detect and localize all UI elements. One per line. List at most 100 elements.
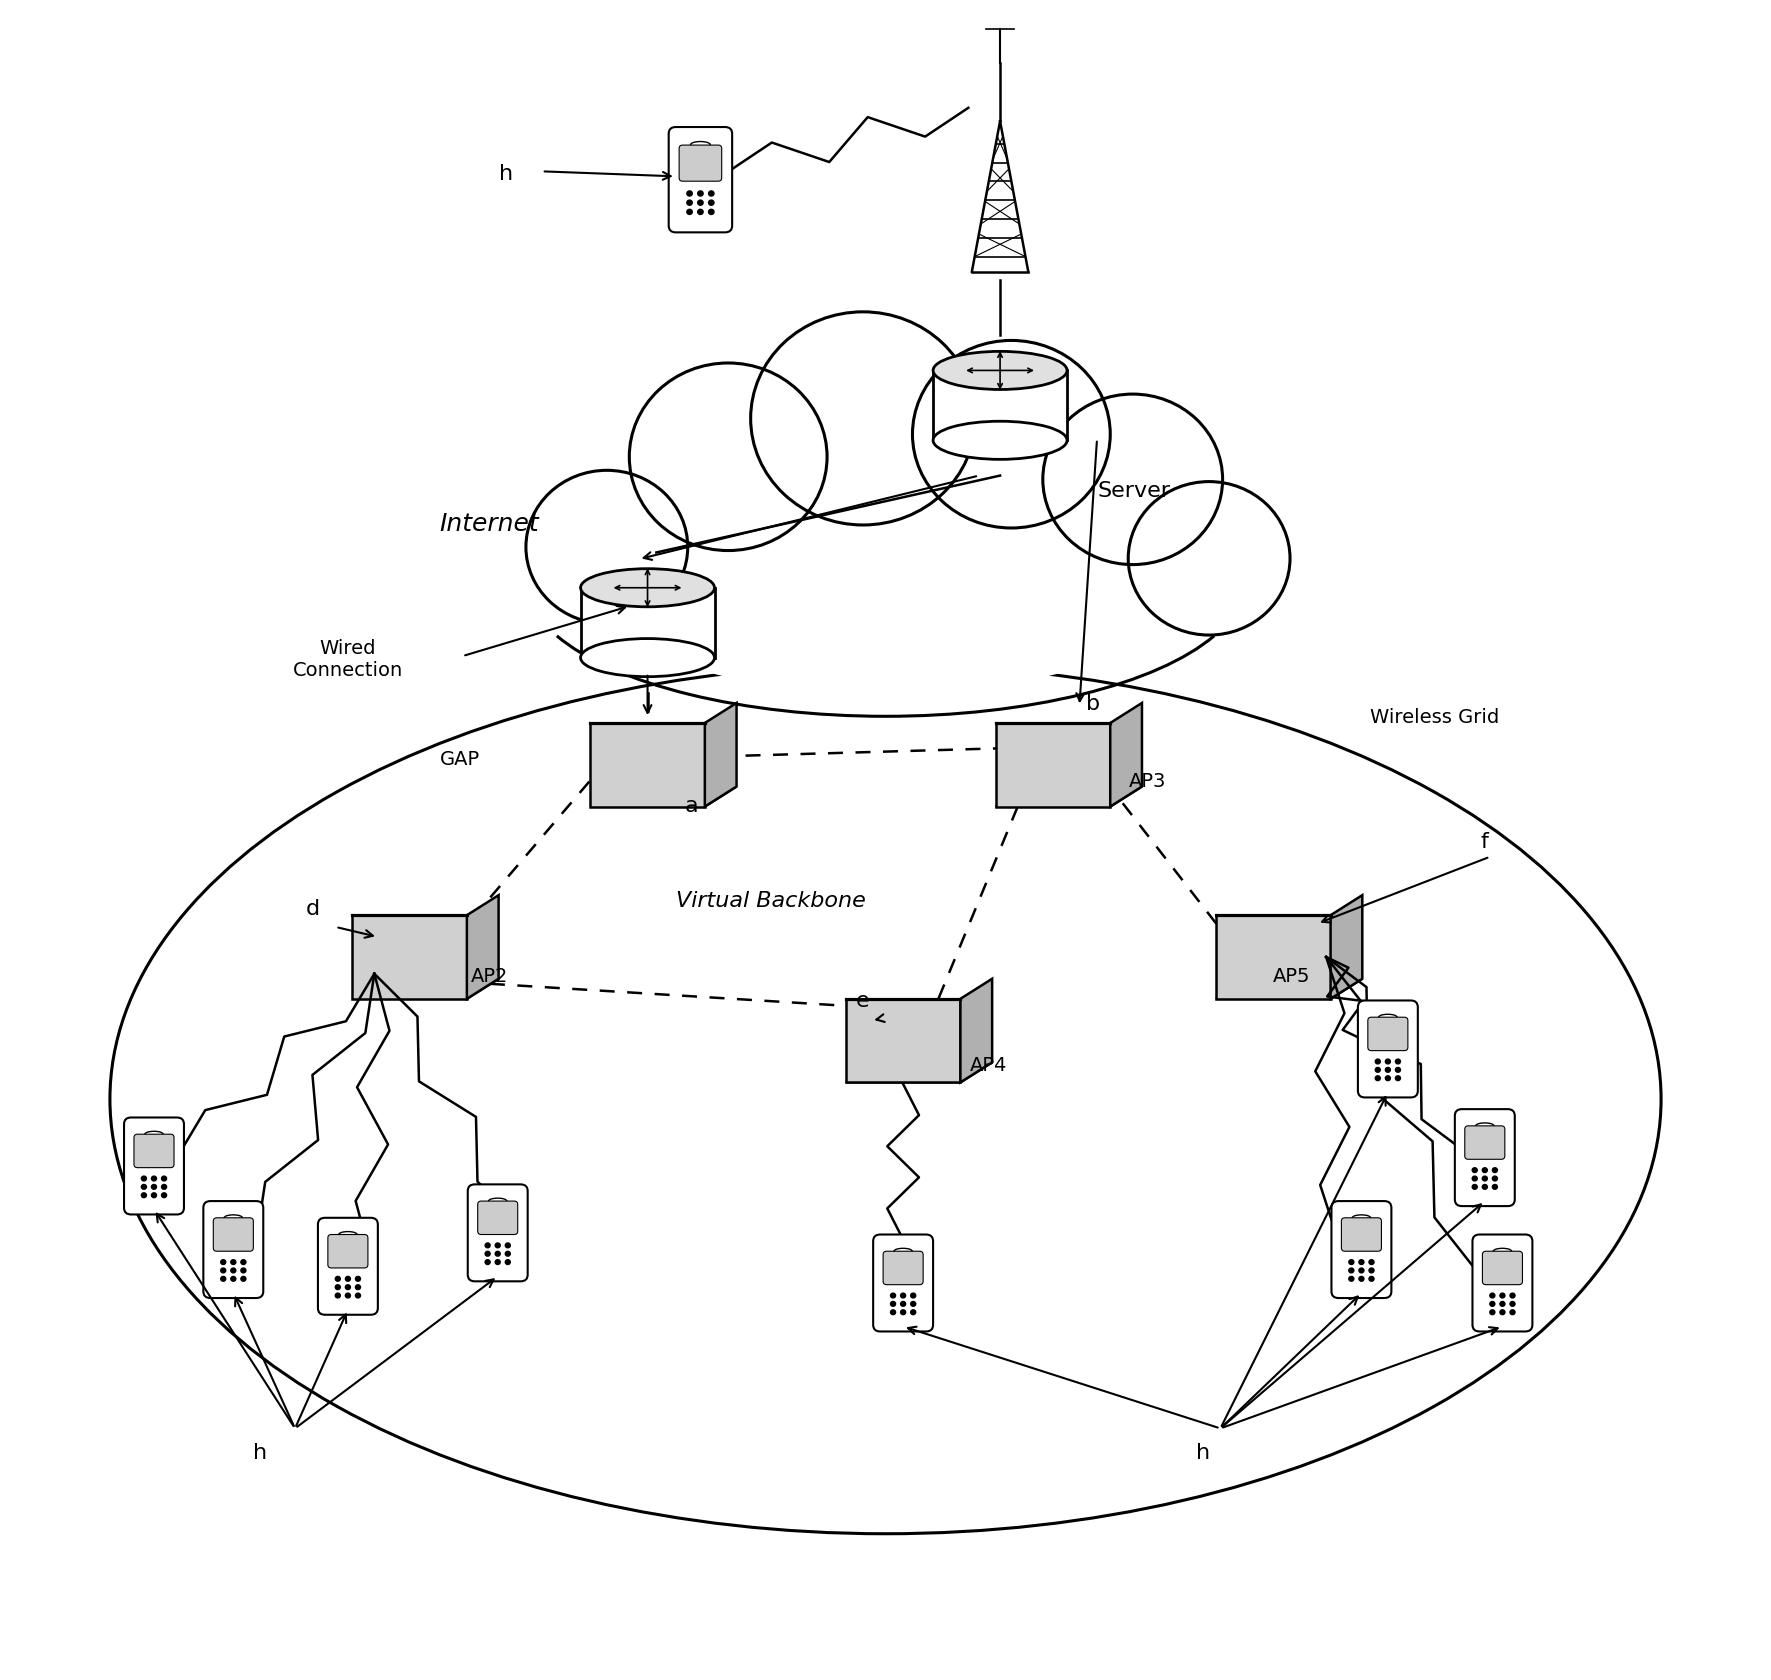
Circle shape	[629, 363, 827, 551]
Circle shape	[230, 1268, 236, 1273]
FancyBboxPatch shape	[468, 1184, 528, 1282]
Circle shape	[241, 1277, 246, 1282]
FancyBboxPatch shape	[213, 1218, 253, 1252]
Text: Wired
Connection: Wired Connection	[292, 638, 404, 680]
Polygon shape	[590, 786, 737, 806]
Ellipse shape	[1353, 1215, 1371, 1221]
Circle shape	[751, 312, 976, 524]
Ellipse shape	[583, 469, 1188, 694]
Circle shape	[1350, 1268, 1353, 1273]
Circle shape	[1500, 1310, 1505, 1315]
Circle shape	[1128, 482, 1289, 635]
Circle shape	[912, 341, 1110, 528]
FancyBboxPatch shape	[328, 1235, 368, 1268]
Circle shape	[1358, 1260, 1364, 1265]
FancyBboxPatch shape	[669, 128, 731, 232]
FancyBboxPatch shape	[1341, 1218, 1381, 1252]
FancyBboxPatch shape	[581, 588, 714, 657]
Circle shape	[1369, 1277, 1374, 1282]
Circle shape	[496, 1243, 499, 1248]
Circle shape	[698, 192, 703, 197]
Circle shape	[698, 210, 703, 215]
Polygon shape	[705, 702, 737, 806]
Circle shape	[1385, 1075, 1390, 1080]
Circle shape	[1472, 1184, 1477, 1189]
Circle shape	[1358, 1277, 1364, 1282]
Circle shape	[1385, 1067, 1390, 1072]
FancyBboxPatch shape	[204, 1201, 264, 1299]
Circle shape	[1358, 1268, 1364, 1273]
FancyBboxPatch shape	[1465, 1126, 1505, 1159]
Text: d: d	[306, 899, 321, 919]
Ellipse shape	[225, 1215, 243, 1221]
Circle shape	[1482, 1176, 1488, 1181]
Ellipse shape	[1378, 1015, 1397, 1020]
Circle shape	[1396, 1067, 1401, 1072]
Circle shape	[241, 1268, 246, 1273]
Polygon shape	[352, 979, 499, 1000]
Circle shape	[708, 192, 714, 197]
Text: GAP: GAP	[439, 749, 480, 769]
Text: h: h	[1195, 1443, 1210, 1463]
Circle shape	[1396, 1075, 1401, 1080]
Polygon shape	[847, 1000, 960, 1082]
Circle shape	[142, 1184, 147, 1189]
Ellipse shape	[489, 1198, 507, 1205]
Text: Server: Server	[1096, 480, 1171, 501]
FancyBboxPatch shape	[678, 144, 723, 181]
Circle shape	[1482, 1184, 1488, 1189]
Polygon shape	[1217, 979, 1362, 1000]
FancyBboxPatch shape	[124, 1117, 184, 1215]
Polygon shape	[960, 979, 992, 1082]
Circle shape	[1511, 1302, 1514, 1307]
Text: AP3: AP3	[1128, 771, 1165, 791]
FancyBboxPatch shape	[1482, 1252, 1523, 1285]
Circle shape	[496, 1252, 499, 1257]
Text: e: e	[855, 991, 870, 1011]
Circle shape	[687, 210, 692, 215]
Circle shape	[230, 1260, 236, 1265]
FancyBboxPatch shape	[319, 1218, 377, 1315]
Ellipse shape	[581, 638, 714, 677]
Circle shape	[1482, 1168, 1488, 1173]
Circle shape	[1472, 1176, 1477, 1181]
Circle shape	[241, 1260, 246, 1265]
Circle shape	[152, 1184, 156, 1189]
Circle shape	[230, 1277, 236, 1282]
Ellipse shape	[1475, 1122, 1495, 1129]
Circle shape	[1350, 1260, 1353, 1265]
Polygon shape	[995, 722, 1110, 806]
Polygon shape	[1217, 916, 1330, 1000]
Circle shape	[485, 1243, 491, 1248]
Circle shape	[1376, 1067, 1380, 1072]
Circle shape	[687, 192, 692, 197]
Circle shape	[901, 1294, 905, 1299]
Circle shape	[345, 1277, 351, 1282]
Circle shape	[708, 200, 714, 205]
FancyBboxPatch shape	[884, 1252, 923, 1285]
Ellipse shape	[581, 570, 714, 606]
Circle shape	[891, 1310, 896, 1315]
Circle shape	[335, 1277, 340, 1282]
FancyBboxPatch shape	[1454, 1109, 1514, 1206]
FancyBboxPatch shape	[1358, 1001, 1419, 1097]
Circle shape	[1511, 1310, 1514, 1315]
Circle shape	[1489, 1294, 1495, 1299]
Circle shape	[345, 1294, 351, 1299]
Text: AP5: AP5	[1273, 968, 1311, 986]
Polygon shape	[1110, 702, 1142, 806]
Circle shape	[1489, 1310, 1495, 1315]
Circle shape	[1369, 1268, 1374, 1273]
Text: AP2: AP2	[471, 968, 508, 986]
Circle shape	[910, 1310, 916, 1315]
FancyBboxPatch shape	[873, 1235, 933, 1332]
Circle shape	[152, 1193, 156, 1198]
Circle shape	[708, 210, 714, 215]
Circle shape	[1489, 1302, 1495, 1307]
Polygon shape	[590, 722, 705, 806]
Circle shape	[505, 1243, 510, 1248]
Circle shape	[1511, 1294, 1514, 1299]
Polygon shape	[995, 786, 1142, 806]
Circle shape	[1500, 1302, 1505, 1307]
Circle shape	[221, 1277, 225, 1282]
